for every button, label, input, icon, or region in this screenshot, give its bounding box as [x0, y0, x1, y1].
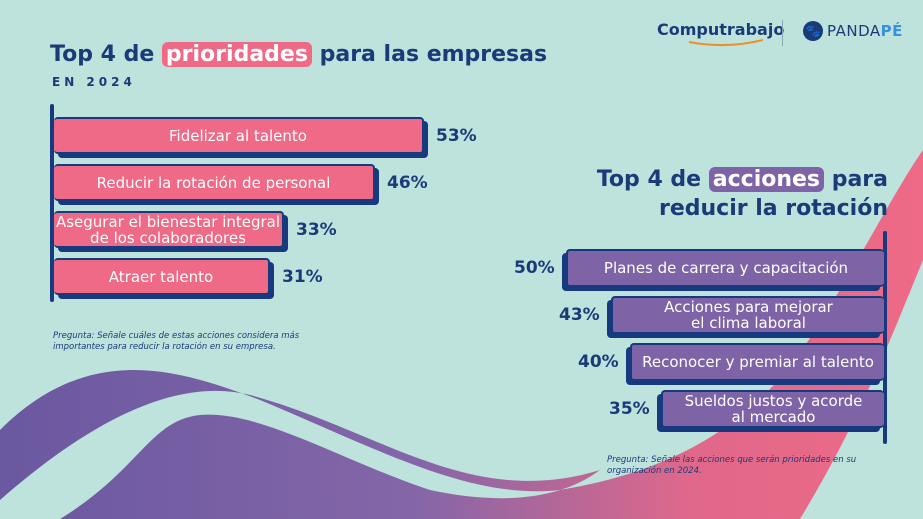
- logo-divider: [782, 20, 783, 46]
- left-bar-label: Reducir la rotación de personal: [97, 175, 331, 191]
- logo-swoosh-icon: [688, 39, 764, 47]
- left-bar: Atraer talento: [54, 258, 270, 295]
- right-bar-value: 50%: [514, 258, 555, 278]
- left-chart-title: Top 4 de prioridades para las empresas: [50, 42, 547, 67]
- left-bar-value: 46%: [387, 173, 428, 193]
- right-title-part-a: Top 4 de: [596, 167, 702, 192]
- pandape-accent-text: PÉ: [880, 22, 903, 40]
- paw-icon: 🐾: [803, 21, 823, 41]
- right-bar-label-line: Acciones para mejorar: [664, 298, 833, 316]
- left-note-line-1: Pregunta: Señale cuáles de estas accione…: [53, 331, 300, 341]
- right-title-part-b: para: [831, 167, 888, 192]
- right-bar-label-line: el clima laboral: [691, 314, 806, 332]
- wave-ribbon: [0, 150, 923, 519]
- left-bar-value: 31%: [282, 267, 323, 287]
- right-bar-value: 40%: [578, 352, 619, 372]
- pandape-text: PANDA: [827, 22, 881, 40]
- left-bar: Asegurar el bienestar integral de los col…: [54, 211, 284, 248]
- left-bar-label: Asegurar el bienestar integral de los col…: [56, 214, 280, 246]
- right-bar-value: 43%: [559, 305, 600, 325]
- right-bar-label-line: al mercado: [731, 408, 816, 426]
- left-bar-value: 53%: [436, 126, 477, 146]
- right-bar: Acciones para mejorar el clima laboral: [611, 296, 884, 334]
- right-bar: Planes de carrera y capacitación: [566, 249, 884, 287]
- right-bar-label: Planes de carrera y capacitación: [604, 260, 848, 276]
- left-note-line-2: importantes para reducir la rotación en …: [53, 342, 276, 352]
- right-chart-note: Pregunta: Señale las acciones que serán …: [607, 455, 856, 477]
- right-bar: Reconocer y premiar al talento: [630, 343, 884, 381]
- left-bar-label-line: Reducir la rotación de personal: [96, 173, 331, 192]
- left-bar-label-line: Atraer talento: [108, 267, 214, 286]
- right-title-highlight: acciones: [708, 167, 825, 192]
- right-bar-label: Reconocer y premiar al talento: [642, 354, 874, 370]
- right-note-line-2: organización en 2024.: [607, 466, 702, 476]
- computrabajo-logo-text: Computrabajo: [657, 20, 785, 39]
- right-bar-label: Acciones para mejorar el clima laboral: [664, 299, 833, 331]
- left-bar: Reducir la rotación de personal: [54, 164, 375, 201]
- computrabajo-logo: Computrabajo: [657, 20, 785, 47]
- right-bar-label-line: Reconocer y premiar al talento: [642, 353, 874, 371]
- left-title-part-b: para las empresas: [319, 42, 548, 67]
- right-note-line-1: Pregunta: Señale las acciones que serán …: [607, 455, 857, 465]
- left-bar-label: Atraer talento: [109, 269, 213, 285]
- right-bar-label: Sueldos justos y acorde al mercado: [685, 393, 863, 425]
- right-bar-value: 35%: [609, 399, 650, 419]
- left-title-part-a: Top 4 de: [50, 42, 155, 67]
- left-bar-label: Fidelizar al talento: [169, 128, 307, 144]
- right-bar-label-line: Planes de carrera y capacitación: [603, 259, 849, 277]
- left-chart-subtitle: EN 2024: [52, 75, 136, 89]
- right-bar-label-line: Sueldos justos y acorde: [684, 392, 863, 410]
- right-bar: Sueldos justos y acorde al mercado: [661, 390, 884, 428]
- left-bar: Fidelizar al talento: [54, 117, 424, 154]
- left-chart-note: Pregunta: Señale cuáles de estas accione…: [53, 331, 299, 353]
- right-chart-axis: [883, 231, 887, 444]
- left-bar-label-line: Fidelizar al talento: [169, 126, 307, 145]
- left-bar-value: 33%: [296, 220, 337, 240]
- pandape-logo: 🐾 PANDA PÉ: [803, 21, 903, 41]
- left-bar-label-line: de los colaboradores: [90, 228, 246, 247]
- left-bar-label-line: Asegurar el bienestar integral: [55, 212, 281, 231]
- right-title-line-2: reducir la rotación: [658, 196, 888, 221]
- right-chart-title: Top 4 de acciones para reducir la rotaci…: [597, 165, 888, 223]
- left-chart-axis: [50, 104, 54, 302]
- left-title-highlight: prioridades: [161, 42, 312, 67]
